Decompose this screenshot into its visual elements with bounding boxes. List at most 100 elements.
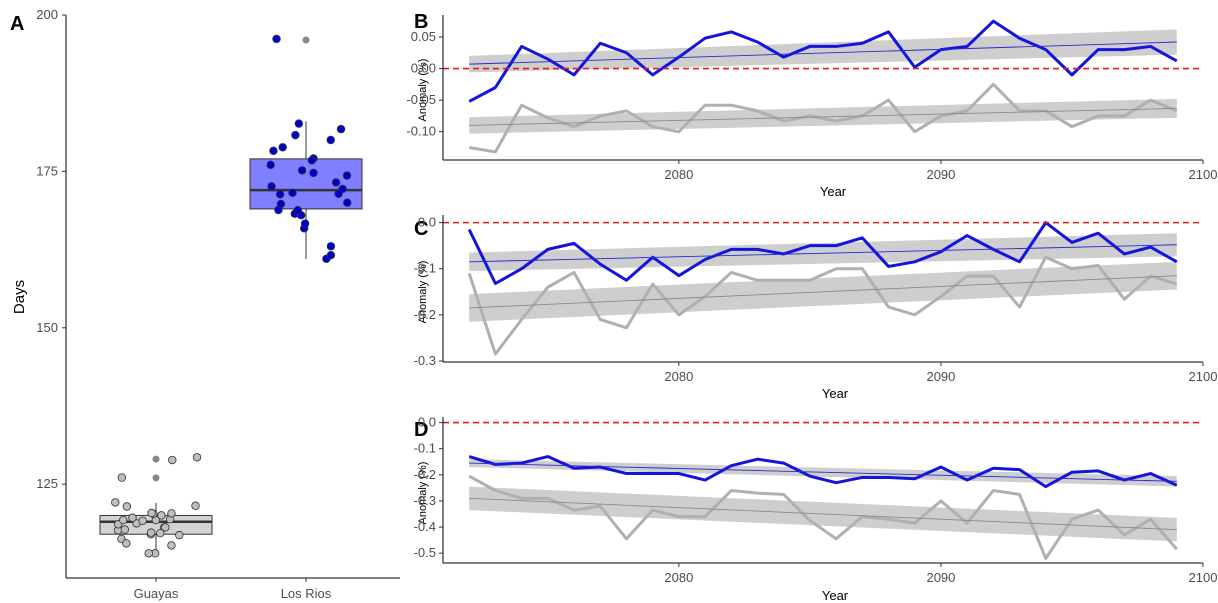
panel-d-y-tick-label: -0.3 xyxy=(414,493,436,508)
panel-b-x-label: Year xyxy=(820,184,847,199)
panel-d-series-line-0 xyxy=(468,455,1178,489)
jitter-point xyxy=(168,455,177,465)
panel-a-x-tick-label: Los Rios xyxy=(281,586,332,601)
panel-b-label: B xyxy=(414,11,428,33)
jitter-point xyxy=(267,182,276,191)
jitter-point xyxy=(326,135,335,145)
panel-c-x-tick-label: 2080 xyxy=(664,369,693,384)
jitter-point xyxy=(291,130,300,140)
panel-c-confidence-band-0 xyxy=(469,233,1177,272)
panel-a-y-tick-label: 125 xyxy=(36,476,58,491)
jitter-point xyxy=(288,188,297,198)
jitter-point xyxy=(297,166,307,175)
panel-b-series-line-0 xyxy=(468,19,1178,103)
jitter-point xyxy=(272,34,281,44)
panel-d-y-tick-label: -0.1 xyxy=(414,441,436,456)
jitter-point xyxy=(343,198,352,207)
jitter-point xyxy=(331,178,341,187)
box-outlier xyxy=(302,36,310,44)
jitter-point xyxy=(275,190,285,199)
jitter-point xyxy=(276,199,286,209)
jitter-point xyxy=(146,528,156,537)
jitter-point xyxy=(138,516,147,526)
panel-b-x-tick-label: 2090 xyxy=(926,167,955,182)
panel-d-y-label: Anomaly (%) xyxy=(417,462,429,525)
jitter-point xyxy=(266,160,275,170)
jitter-point xyxy=(147,508,156,518)
box-outlier xyxy=(152,455,160,463)
panel-b-trend-line-1 xyxy=(469,107,1177,126)
jitter-point xyxy=(122,502,132,511)
panel-d-y-tick-label: 0.0 xyxy=(418,415,436,430)
jitter-point xyxy=(294,119,304,128)
panel-b-x-tick-label: 2080 xyxy=(664,167,693,182)
panel-c-y-tick-label: -0.3 xyxy=(414,353,436,368)
panel-d-y-tick-label: -0.5 xyxy=(414,545,436,560)
panel-c-y-tick-label: 0.0 xyxy=(418,215,436,230)
jitter-point xyxy=(293,205,303,215)
panel-b-y-tick-label: 0.05 xyxy=(411,29,436,44)
panel-a-y-tick-label: 150 xyxy=(36,320,58,335)
panel-b-confidence-band-1 xyxy=(469,98,1177,134)
panel-d-trend-line-1 xyxy=(469,497,1177,531)
jitter-point xyxy=(144,549,153,558)
panel-c-series-line-1 xyxy=(467,255,1178,356)
jitter-point xyxy=(326,242,336,251)
panel-c-x-tick-label: 2100 xyxy=(1189,369,1218,384)
panel-b-y-tick-label: -0.05 xyxy=(406,92,436,107)
jitter-point xyxy=(119,515,128,525)
panel-a: A 125 150 175 200 Guayas Los Rios Days xyxy=(10,7,400,601)
jitter-point xyxy=(300,219,310,228)
panel-c: C Year Anomaly (%) 0.0 -0.1 -0.2 -0.3 2080 20… xyxy=(414,215,1218,401)
panel-b-x-tick-label: 2100 xyxy=(1189,167,1218,182)
jitter-point xyxy=(192,453,202,462)
jitter-point xyxy=(269,146,278,156)
jitter-point xyxy=(175,530,184,540)
jitter-point xyxy=(326,250,336,260)
jitter-point xyxy=(117,473,127,482)
panel-b-confidence-band-0 xyxy=(469,29,1177,73)
panel-a-y-tick-label: 175 xyxy=(36,163,58,178)
jitter-point xyxy=(336,124,346,134)
jitter-point xyxy=(334,189,343,198)
panel-b-y-tick-label: 0.00 xyxy=(411,61,436,76)
panel-d-series-line-1 xyxy=(468,474,1178,560)
panel-d-x-label: Year xyxy=(822,588,849,603)
panel-b-series-line-1 xyxy=(468,82,1178,154)
panel-c-y-tick-label: -0.2 xyxy=(414,307,436,322)
panel-d-x-tick-label: 2090 xyxy=(926,570,955,585)
jitter-point xyxy=(278,143,287,152)
jitter-point xyxy=(157,511,166,520)
panel-c-y-label: Anomaly (%) xyxy=(417,261,429,324)
panel-b-y-tick-label: -0.10 xyxy=(406,124,436,139)
panel-d-trend-line-0 xyxy=(469,462,1177,482)
jitter-point xyxy=(128,513,137,522)
jitter-point xyxy=(191,501,200,510)
panel-d-x-tick-label: 2080 xyxy=(664,570,693,585)
panel-d-x-tick-label: 2100 xyxy=(1189,570,1218,585)
jitter-point xyxy=(156,528,165,538)
panel-c-label: C xyxy=(414,218,428,240)
panel-a-label: A xyxy=(10,13,24,35)
panel-d-label: D xyxy=(414,419,428,441)
box-outlier xyxy=(152,474,160,482)
jitter-point xyxy=(122,539,131,548)
jitter-point xyxy=(161,523,170,532)
panel-c-trend-line-0 xyxy=(469,244,1177,263)
panel-b-trend-line-0 xyxy=(469,41,1177,65)
panel-c-trend-line-1 xyxy=(469,275,1177,309)
panel-b-y-label: Anomaly (%) xyxy=(417,59,429,122)
panel-a-x-tick-label: Guayas xyxy=(134,586,179,601)
jitter-point xyxy=(309,168,318,178)
jitter-point xyxy=(167,541,176,550)
jitter-point xyxy=(342,171,352,180)
panel-c-series-line-0 xyxy=(467,221,1178,286)
jitter-point xyxy=(167,509,176,518)
panel-d: D Year Anomaly (%) 0.0 -0.1 -0.2 -0.3 -0.4 -0… xyxy=(414,415,1218,603)
panel-a-y-tick-label: 200 xyxy=(36,7,58,22)
panel-d-y-tick-label: -0.4 xyxy=(414,519,436,534)
jitter-point xyxy=(307,156,317,165)
panel-a-y-label: Days xyxy=(11,280,28,314)
panel-c-x-tick-label: 2090 xyxy=(926,369,955,384)
